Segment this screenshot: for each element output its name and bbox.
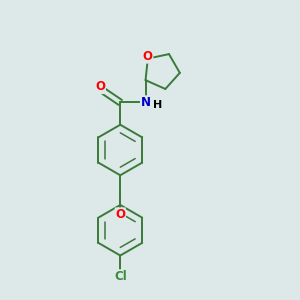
Text: N: N <box>140 96 151 109</box>
Text: O: O <box>143 50 153 63</box>
Text: H: H <box>153 100 163 110</box>
Text: O: O <box>95 80 105 94</box>
Text: Cl: Cl <box>114 270 127 283</box>
Text: O: O <box>115 208 125 221</box>
